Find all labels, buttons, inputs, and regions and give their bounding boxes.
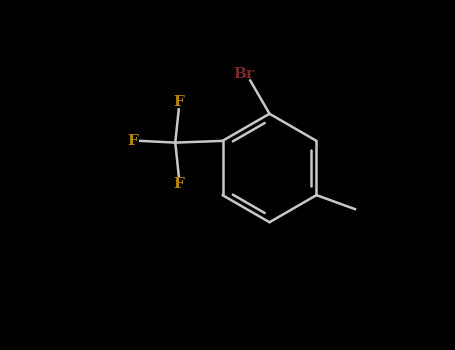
Text: F: F xyxy=(127,134,138,148)
Text: Br: Br xyxy=(233,67,254,81)
Text: F: F xyxy=(173,176,184,190)
Text: F: F xyxy=(173,94,184,108)
